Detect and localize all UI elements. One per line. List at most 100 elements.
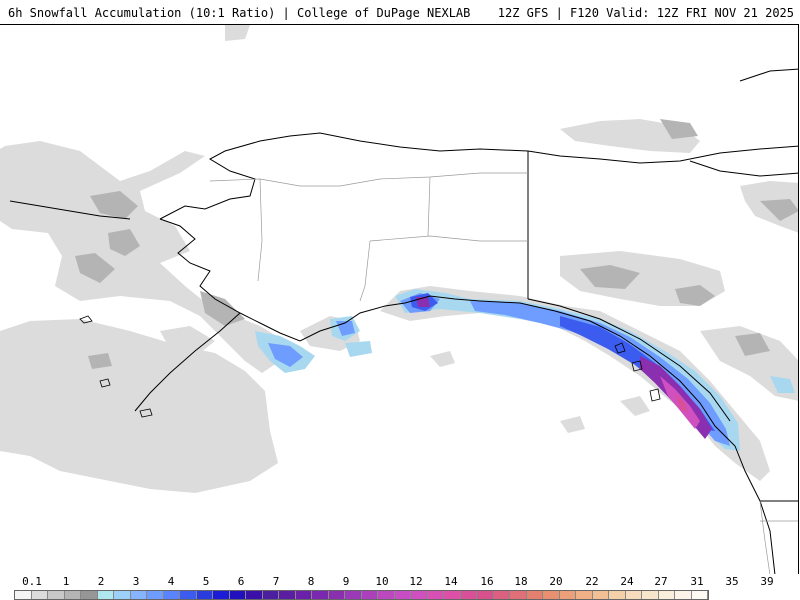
- snow-area: [580, 265, 640, 289]
- snow-area: [430, 351, 455, 367]
- coastline-south: [159, 218, 481, 342]
- legend-swatch: [130, 591, 147, 599]
- legend-label: 1: [62, 575, 70, 588]
- snow-area: [620, 396, 650, 416]
- border-panhandle: [527, 298, 731, 422]
- legend-swatch: [328, 591, 345, 599]
- legend-label: 24: [620, 575, 634, 588]
- legend-swatch: [114, 591, 131, 599]
- legend-swatch: [526, 591, 543, 599]
- region-line: [257, 178, 263, 282]
- legend-swatch: [213, 591, 230, 599]
- legend-swatch: [295, 591, 312, 599]
- snow-magenta-areas: [660, 376, 700, 429]
- header-bar: 6h Snowfall Accumulation (10:1 Ratio) | …: [0, 0, 800, 24]
- model-run-info: 12Z GFS | F120 Valid: 12Z FRI NOV 21 202…: [497, 6, 794, 20]
- snow-area: [560, 416, 585, 433]
- legend-color-bar: [14, 590, 709, 600]
- island: [649, 388, 661, 402]
- legend-swatch: [378, 591, 395, 599]
- legend-label: 27: [654, 575, 668, 588]
- coastline-arctic-islands-north: [739, 68, 798, 82]
- legend-label: 20: [549, 575, 563, 588]
- region-lines: [209, 172, 798, 574]
- snow-area: [268, 343, 303, 367]
- legend-swatch: [691, 591, 708, 599]
- island: [631, 360, 643, 372]
- legend-label: 35: [725, 575, 739, 588]
- legend-swatch: [279, 591, 296, 599]
- snow-area: [675, 285, 715, 306]
- legend-label: 18: [514, 575, 528, 588]
- legend-swatch: [675, 591, 692, 599]
- legend-swatch: [427, 591, 444, 599]
- island: [79, 315, 93, 324]
- legend-swatch: [411, 591, 428, 599]
- legend-swatch: [460, 591, 477, 599]
- coastline-arctic-canada: [527, 145, 798, 164]
- snow-area: [675, 393, 688, 413]
- legend-labels: 0.1 1 2 3 4 5 6 7 8 9 10 12 14 16 18 20 …: [0, 575, 800, 588]
- legend-label: 9: [342, 575, 350, 588]
- snow-area: [416, 297, 430, 307]
- coastline-chukotka: [9, 200, 131, 220]
- legend-label: 7: [272, 575, 280, 588]
- snow-area: [735, 333, 770, 356]
- legend-swatch: [543, 591, 560, 599]
- snow-area: [345, 341, 372, 357]
- legend-swatch: [625, 591, 642, 599]
- snow-area: [770, 376, 795, 393]
- snow-area: [225, 25, 250, 41]
- snow-area: [75, 253, 115, 283]
- legend-label: 31: [690, 575, 704, 588]
- legend-swatch: [246, 591, 263, 599]
- island: [139, 408, 153, 418]
- legend-swatch: [609, 591, 626, 599]
- snow-mid-gray-areas: [75, 119, 798, 369]
- legend-swatch: [345, 591, 362, 599]
- legend-label: 12: [409, 575, 423, 588]
- legend-swatch: [97, 591, 114, 599]
- legend-label: 8: [307, 575, 315, 588]
- island: [99, 378, 111, 388]
- peninsula-chain: [134, 312, 241, 412]
- legend-label: 14: [444, 575, 458, 588]
- legend-swatch: [658, 591, 675, 599]
- color-legend: 0.1 1 2 3 4 5 6 7 8 9 10 12 14 16 18 20 …: [0, 574, 800, 600]
- snow-area: [200, 291, 245, 326]
- region-line: [759, 500, 771, 574]
- legend-label: 22: [585, 575, 599, 588]
- map-frame[interactable]: [0, 24, 799, 574]
- legend-swatch: [229, 591, 246, 599]
- coastline-panhandle: [479, 300, 776, 574]
- legend-label: 2: [97, 575, 105, 588]
- legend-swatch: [642, 591, 659, 599]
- snow-area: [560, 119, 700, 153]
- legend-label: 3: [132, 575, 140, 588]
- legend-swatch: [180, 591, 197, 599]
- region-line: [359, 240, 371, 302]
- legend-swatch: [592, 591, 609, 599]
- legend-label: 10: [375, 575, 389, 588]
- map-borders: [9, 68, 798, 574]
- legend-swatch: [262, 591, 279, 599]
- snow-area: [760, 199, 798, 221]
- legend-swatch: [493, 591, 510, 599]
- legend-swatch: [163, 591, 180, 599]
- region-line: [369, 235, 528, 242]
- map-title: 6h Snowfall Accumulation (10:1 Ratio) | …: [8, 6, 471, 20]
- legend-swatch: [361, 591, 378, 599]
- legend-swatch: [31, 591, 48, 599]
- legend-swatch: [510, 591, 527, 599]
- legend-label: 0.1: [22, 575, 42, 588]
- coastline-arctic-islands: [689, 160, 798, 177]
- island: [614, 342, 626, 354]
- legend-swatch: [444, 591, 461, 599]
- legend-label: 4: [167, 575, 175, 588]
- legend-swatch: [48, 591, 65, 599]
- legend-label: 16: [480, 575, 494, 588]
- legend-label: 39: [760, 575, 774, 588]
- legend-swatch: [312, 591, 329, 599]
- legend-swatch: [576, 591, 593, 599]
- legend-swatch: [559, 591, 576, 599]
